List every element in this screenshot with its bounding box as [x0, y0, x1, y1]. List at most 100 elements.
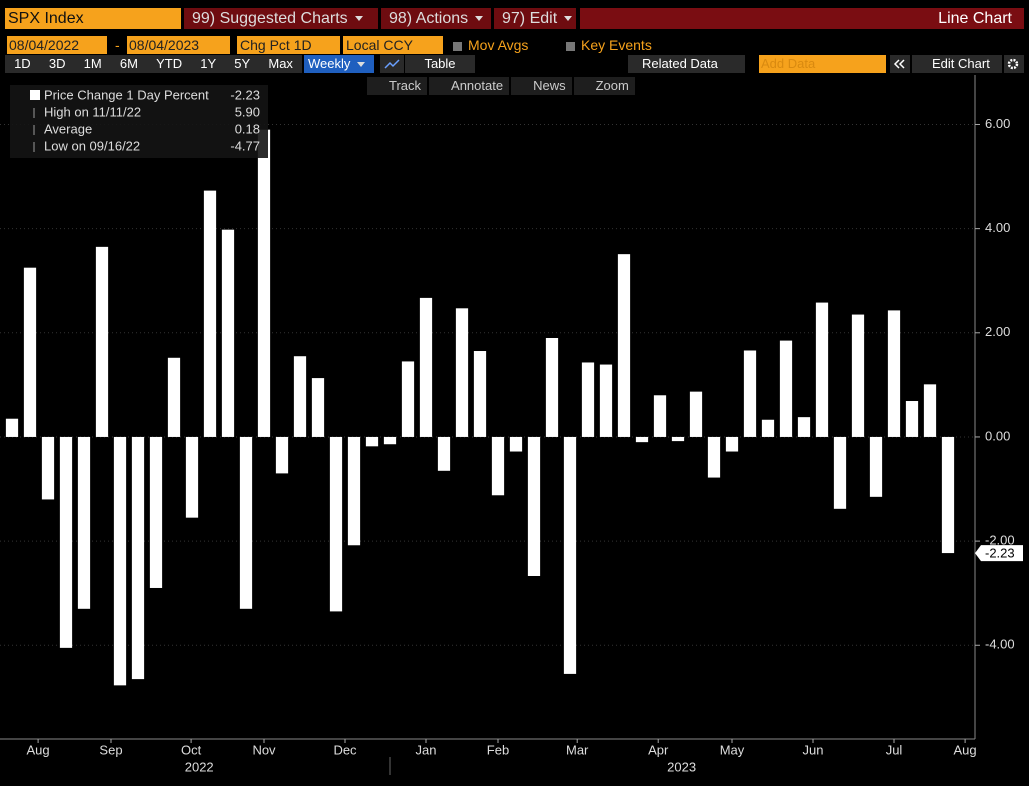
related-data[interactable]: Related Data	[628, 55, 745, 73]
bar	[833, 436, 847, 509]
period-button[interactable]: 1Y	[200, 56, 217, 71]
x-tick-label: Jan	[416, 742, 437, 757]
settings[interactable]	[1004, 55, 1024, 73]
bar	[77, 436, 91, 609]
bar	[41, 436, 55, 500]
x-tick-label: Oct	[181, 742, 202, 757]
icon	[1007, 58, 1019, 70]
bar	[5, 418, 19, 437]
bar	[401, 361, 415, 437]
chart-icon[interactable]	[380, 55, 404, 73]
bar	[923, 384, 937, 437]
bar	[95, 246, 109, 437]
period-button[interactable]: YTD	[156, 56, 183, 71]
bar	[779, 340, 793, 437]
year-label: 2023	[667, 759, 696, 774]
bar	[689, 391, 703, 437]
bar	[203, 190, 217, 437]
bar	[437, 436, 451, 471]
add-data-field[interactable]: Add Data	[759, 55, 886, 73]
bar	[617, 254, 631, 437]
bar	[905, 401, 919, 437]
legend-stat-value: 0.18	[235, 121, 260, 136]
bar	[671, 436, 685, 442]
menu[interactable]: 97) Edit	[494, 8, 576, 29]
legend-stat-value: 5.90	[235, 104, 260, 119]
bar	[185, 436, 199, 518]
y-tick-label: -2.00	[985, 533, 1015, 548]
tool-button[interactable]: Annotate	[429, 77, 510, 95]
end-date[interactable]: 08/04/2023	[127, 36, 230, 54]
start-date[interactable]: 08/04/2022	[7, 36, 107, 54]
period-button[interactable]: 3D	[48, 56, 66, 71]
related-label: Related Data	[642, 56, 718, 71]
tool-button[interactable]: Zoom	[573, 77, 635, 95]
y-tick-label: -4.00	[985, 637, 1015, 652]
x-tick-label: Aug	[27, 742, 50, 757]
security-field[interactable]: SPX Index	[5, 8, 181, 29]
last-value-flag	[975, 545, 1023, 562]
bar	[725, 436, 739, 452]
legend-stat-name: High on 11/11/22	[44, 104, 141, 119]
bar	[527, 436, 541, 576]
menu[interactable]: 99) Suggested Charts	[184, 8, 378, 29]
bar	[275, 436, 289, 474]
bar	[329, 436, 343, 612]
bar	[23, 267, 37, 437]
period-button[interactable]: 1M	[83, 56, 102, 71]
bar	[599, 364, 613, 437]
bar	[455, 308, 469, 437]
bar	[293, 356, 307, 437]
period-button[interactable]: Max	[268, 56, 293, 71]
legend-box	[10, 85, 268, 158]
x-tick-label: Mar	[566, 742, 589, 757]
x-tick-label: Dec	[333, 742, 357, 757]
chart-kind: Line Chart	[580, 8, 1024, 29]
bar	[419, 297, 433, 437]
tool-button[interactable]: News	[511, 77, 572, 95]
bar	[707, 436, 721, 478]
bar	[851, 314, 865, 437]
menu[interactable]: 98) Actions	[381, 8, 491, 29]
toggle[interactable]: Mov Avgs	[453, 36, 558, 54]
tool-button[interactable]: Track	[367, 77, 428, 95]
bar	[113, 436, 127, 686]
bar	[239, 436, 253, 609]
period-button[interactable]: 1D	[14, 56, 31, 71]
bar	[365, 436, 379, 447]
tool-bar: Track Annotate News Zoom	[367, 77, 635, 95]
toggle[interactable]: Key Events	[566, 36, 676, 54]
bar	[563, 436, 577, 674]
bar	[941, 436, 955, 554]
year-label: 2022	[185, 759, 214, 774]
y-tick-label: 0.00	[985, 428, 1010, 443]
edit-chart[interactable]: Edit Chart	[912, 55, 1002, 73]
period-button[interactable]: 5Y	[234, 56, 251, 71]
bar	[491, 436, 505, 496]
bar	[887, 310, 901, 437]
bar	[635, 436, 649, 443]
y-tick-label: 4.00	[985, 220, 1010, 235]
bar	[257, 129, 271, 437]
bar	[869, 436, 883, 497]
period-bar: 1D 3D 1M 6M YTD 1Y 5Y Max	[5, 55, 302, 73]
legend-name: Price Change 1 Day Percent	[44, 87, 209, 102]
legend-stat-name: Average	[44, 121, 92, 136]
table-button[interactable]: Table	[405, 55, 475, 73]
icon	[893, 59, 905, 69]
x-tick-label: Sep	[99, 742, 122, 757]
x-tick-label: Jul	[886, 742, 903, 757]
legend-stat-name: Low on 09/16/22	[44, 138, 140, 153]
period-button[interactable]: 6M	[119, 56, 138, 71]
bar	[59, 436, 73, 648]
legend-value: -2.23	[230, 87, 260, 102]
field-selector[interactable]: Chg Pct 1D	[237, 36, 340, 54]
x-tick-label: Aug	[954, 742, 977, 757]
collapse[interactable]	[890, 55, 910, 73]
bar	[545, 337, 559, 437]
bar	[311, 378, 325, 437]
currency-selector[interactable]: Local CCY	[343, 36, 443, 54]
x-tick-label: Jun	[803, 742, 824, 757]
frequency-selector[interactable]: Weekly	[304, 55, 374, 73]
